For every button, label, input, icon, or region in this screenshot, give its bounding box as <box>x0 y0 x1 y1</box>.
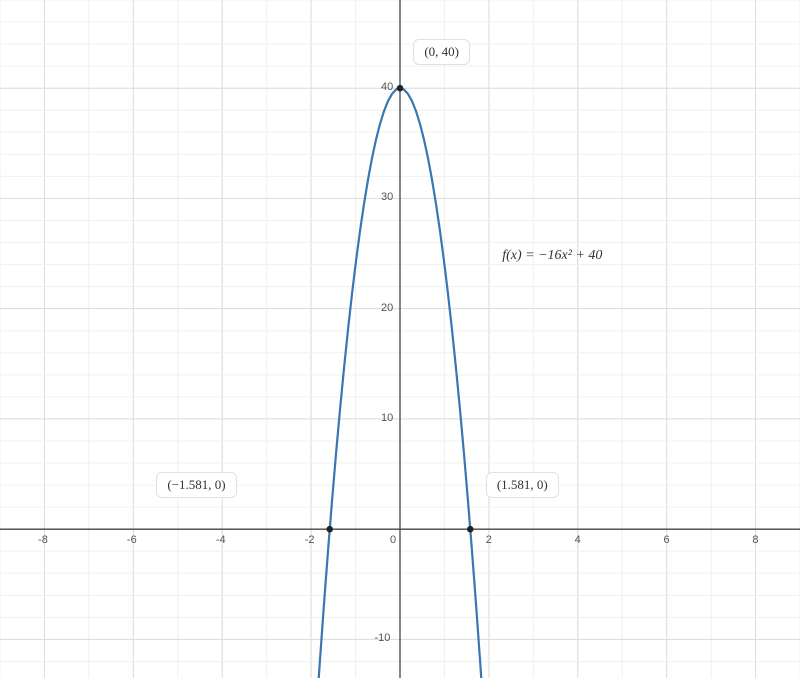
x-tick-label: 0 <box>390 534 396 546</box>
x-tick-label: -4 <box>216 534 226 546</box>
function-graph[interactable]: (0, 40) (−1.581, 0) (1.581, 0) f(x) = −1… <box>0 0 800 678</box>
y-tick-label: 30 <box>381 191 393 203</box>
root-left-point <box>326 526 333 533</box>
vertex-point <box>397 85 404 92</box>
x-tick-label: -8 <box>38 534 48 546</box>
plot-svg <box>0 0 800 678</box>
y-tick-label: 20 <box>381 302 393 314</box>
y-tick-label: 40 <box>381 81 393 93</box>
parabola-curve <box>0 88 800 678</box>
root-right-label: (1.581, 0) <box>486 472 559 498</box>
y-tick-label: 10 <box>381 412 393 424</box>
vertex-label: (0, 40) <box>413 39 470 65</box>
function-equation: f(x) = −16x² + 40 <box>502 248 602 264</box>
x-tick-label: 6 <box>663 534 669 546</box>
x-tick-label: -2 <box>305 534 315 546</box>
x-tick-label: 4 <box>575 534 581 546</box>
x-tick-label: -6 <box>127 534 137 546</box>
x-tick-label: 8 <box>752 534 758 546</box>
y-tick-label: -10 <box>375 632 391 644</box>
root-right-point <box>467 526 474 533</box>
root-left-label: (−1.581, 0) <box>156 472 236 498</box>
x-tick-label: 2 <box>486 534 492 546</box>
